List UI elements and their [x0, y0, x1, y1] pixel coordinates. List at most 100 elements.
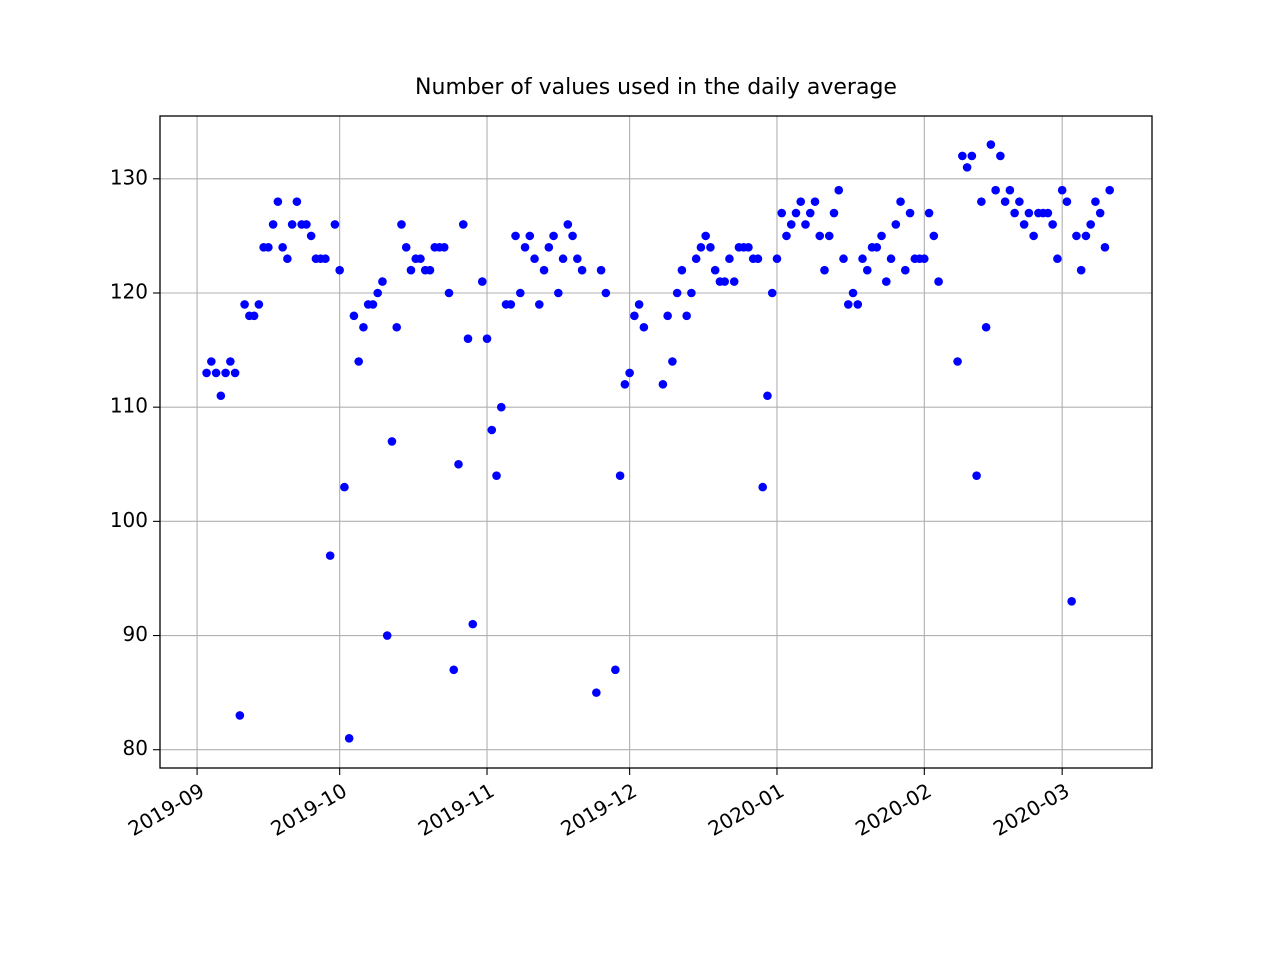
point: [720, 277, 729, 286]
point: [805, 208, 815, 218]
point: [249, 311, 259, 321]
point: [977, 197, 986, 206]
point: [896, 197, 905, 206]
point: [872, 243, 882, 252]
y-tick-label: 80: [123, 736, 148, 760]
point: [273, 197, 283, 206]
point: [325, 551, 335, 560]
point: [996, 151, 1005, 161]
point: [786, 220, 796, 229]
point: [349, 311, 359, 321]
point: [877, 231, 886, 241]
point: [687, 288, 696, 298]
point: [1095, 208, 1105, 218]
point: [387, 437, 397, 446]
point: [221, 368, 230, 378]
point: [216, 391, 226, 401]
point: [934, 277, 943, 286]
chart-title: Number of values used in the daily avera…: [415, 75, 897, 100]
point: [354, 357, 363, 366]
plot-frame: [159, 115, 1153, 769]
point: [492, 471, 501, 480]
point: [801, 220, 810, 229]
point: [630, 311, 639, 321]
point: [392, 322, 402, 332]
point: [202, 368, 211, 378]
point: [972, 471, 981, 480]
point: [439, 243, 449, 252]
point: [791, 208, 801, 218]
point: [254, 300, 264, 309]
x-tick-label: 2019-10: [267, 778, 351, 841]
point: [482, 334, 492, 343]
y-tick-label: 110: [110, 394, 148, 418]
point: [1091, 197, 1100, 206]
point: [796, 197, 806, 206]
point: [767, 288, 777, 298]
point: [573, 254, 582, 264]
point: [967, 151, 977, 161]
point: [886, 254, 896, 264]
point: [1024, 208, 1034, 218]
point: [991, 185, 1000, 195]
point: [577, 265, 587, 275]
point: [1043, 208, 1053, 218]
point: [535, 300, 544, 309]
y-tick-label: 120: [110, 279, 148, 303]
point: [506, 300, 516, 309]
point: [696, 243, 706, 252]
point: [1072, 231, 1081, 241]
point: [634, 300, 644, 309]
point: [344, 734, 354, 743]
point: [672, 288, 682, 298]
point: [359, 322, 368, 332]
point: [1048, 220, 1057, 229]
point: [824, 231, 834, 241]
x-tick-label: 2020-02: [851, 778, 935, 841]
x-tick-label: 2019-12: [556, 778, 640, 841]
point: [287, 220, 297, 229]
point: [1019, 220, 1029, 229]
point: [373, 288, 382, 298]
point: [782, 231, 791, 241]
point: [853, 300, 863, 309]
point: [292, 197, 302, 206]
point: [401, 243, 411, 252]
point: [568, 231, 577, 241]
point: [549, 231, 558, 241]
point: [725, 254, 734, 264]
point: [668, 357, 677, 366]
point: [1081, 231, 1091, 241]
point: [520, 243, 530, 252]
point: [777, 208, 787, 218]
point: [729, 277, 739, 286]
point: [981, 322, 991, 332]
point: [901, 265, 910, 275]
point: [268, 220, 278, 229]
point: [924, 208, 934, 218]
point: [1105, 185, 1114, 195]
point: [1000, 197, 1010, 206]
y-tick-label: 130: [110, 165, 148, 189]
point: [639, 322, 649, 332]
point: [953, 357, 962, 366]
x-tick-label: 2020-03: [989, 778, 1073, 841]
point: [848, 288, 858, 298]
point: [530, 254, 539, 264]
point: [554, 288, 563, 298]
x-tick-label: 2019-09: [124, 778, 208, 841]
point: [1010, 208, 1019, 218]
point: [905, 208, 915, 218]
point: [1057, 185, 1067, 195]
point: [1015, 197, 1024, 206]
point: [444, 288, 454, 298]
point: [1029, 231, 1038, 241]
point: [525, 231, 535, 241]
point: [891, 220, 901, 229]
point: [663, 311, 672, 321]
point: [477, 277, 487, 286]
point: [881, 277, 891, 286]
point: [601, 288, 611, 298]
point: [496, 402, 506, 412]
